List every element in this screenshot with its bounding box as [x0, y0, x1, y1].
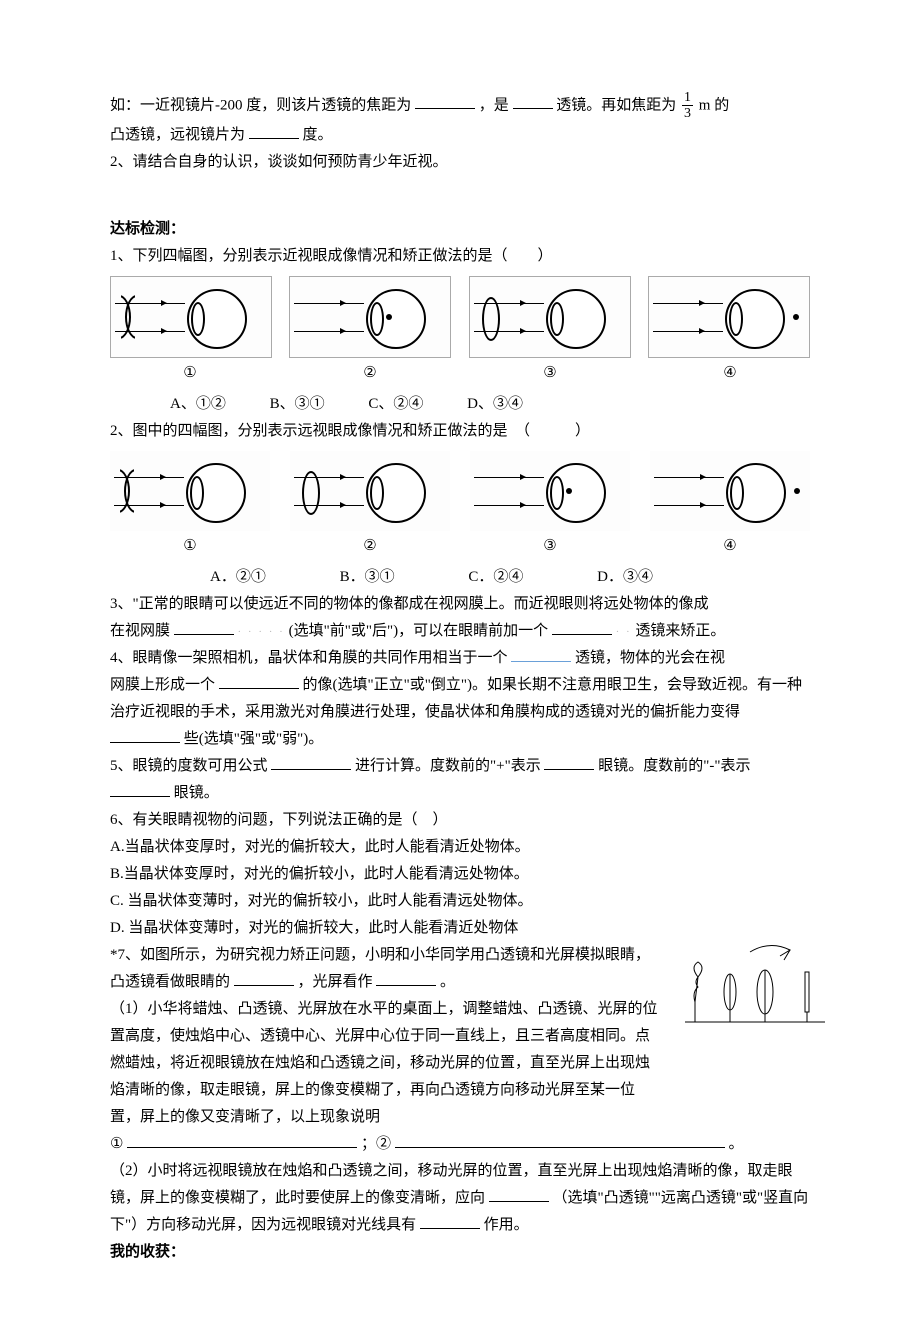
- label: ④: [650, 360, 810, 387]
- q6-choice-b[interactable]: B.当晶状体变厚时，对光的偏折较小，此时人能看清远处物体。: [110, 861, 810, 888]
- fill-blank[interactable]: [420, 1213, 480, 1229]
- q7-part2: （2）小时将远视眼镜放在烛焰和凸透镜之间，移动光屏的位置，直至光屏上出现烛焰清晰…: [110, 1158, 810, 1239]
- fill-blank[interactable]: [552, 619, 612, 635]
- fill-blank[interactable]: [234, 970, 294, 986]
- fill-blank[interactable]: [174, 619, 234, 635]
- q7: *7、如图所示，为研究视力矫正问题，小明和小华同学用凸透镜和光屏模拟眼睛，凸透镜…: [110, 942, 810, 1239]
- footer-heading: 我的收获：: [110, 1239, 810, 1266]
- choice-c[interactable]: C、②④: [368, 391, 423, 418]
- text: 些(选填"强"或"弱")。: [184, 731, 323, 747]
- text: 4、眼睛像一架照相机，晶状体和角膜的共同作用相当于一个: [110, 650, 508, 666]
- fill-blank[interactable]: [513, 93, 553, 109]
- text: 透镜。再如焦距为: [556, 97, 676, 113]
- label: ②: [290, 533, 450, 560]
- watermark-dots: · · · · ·: [238, 626, 285, 638]
- q2-diagrams: [110, 451, 810, 531]
- eye-diagram-focus-front: [289, 276, 451, 358]
- watermark-dots: · ·: [616, 626, 632, 638]
- text: ，光屏看作: [298, 974, 373, 990]
- fill-blank[interactable]: [511, 646, 571, 662]
- fill-blank[interactable]: [110, 727, 180, 743]
- q3: 3、"正常的眼睛可以使远近不同的物体的像都成在视网膜上。而近视眼则将远处物体的像…: [110, 591, 810, 645]
- label: ②: [290, 360, 450, 387]
- intro-paragraph: 如：一近视镜片-200 度，则该片透镜的焦距为 ，是 透镜。再如焦距为 1 3 …: [110, 90, 810, 149]
- eye-diagram-concave: [110, 451, 270, 531]
- label: ④: [650, 533, 810, 560]
- text: m 的: [699, 97, 729, 113]
- choice-a[interactable]: A．②①: [210, 564, 266, 591]
- eye-diagram-focus-front: [470, 451, 630, 531]
- q4: 4、眼睛像一架照相机，晶状体和角膜的共同作用相当于一个 透镜，物体的光会在视 网…: [110, 645, 810, 753]
- choice-a[interactable]: A、①②: [170, 391, 226, 418]
- choice-d[interactable]: D．③④: [597, 564, 653, 591]
- eye-diagram-convex: [290, 451, 450, 531]
- text: 凸透镜，远视镜片为: [110, 127, 245, 143]
- q1-diagram-labels: ① ② ③ ④: [110, 360, 810, 387]
- text: 作用。: [484, 1217, 529, 1233]
- label: ①: [110, 360, 270, 387]
- q1-diagrams: [110, 276, 810, 358]
- text: 度。: [303, 127, 333, 143]
- document-page: 如：一近视镜片-200 度，则该片透镜的焦距为 ，是 透镜。再如焦距为 1 3 …: [0, 0, 920, 1326]
- text: 网膜上形成一个: [110, 677, 215, 693]
- text: 眼镜。: [174, 785, 219, 801]
- choice-d[interactable]: D、③④: [467, 391, 523, 418]
- label: ③: [470, 360, 630, 387]
- text: 眼镜。度数前的"-"表示: [598, 758, 750, 774]
- q2-choices: A．②① B．③① C．②④ D．③④: [110, 564, 810, 591]
- text: 透镜来矫正。: [635, 623, 725, 639]
- q6-choice-d[interactable]: D. 当晶状体变薄时，对光的偏折较大，此时人能看清近处物体: [110, 915, 810, 942]
- fill-blank[interactable]: [376, 970, 436, 986]
- section-heading: 达标检测：: [110, 216, 810, 243]
- fill-blank[interactable]: [415, 93, 475, 109]
- fill-blank[interactable]: [489, 1186, 549, 1202]
- q6-stem: 6、有关眼睛视物的问题，下列说法正确的是（ ）: [110, 807, 810, 834]
- q7-part1-blanks: ① ；② 。: [110, 1131, 810, 1158]
- q7-figure: [680, 942, 830, 1042]
- text: 5、眼镜的度数可用公式: [110, 758, 268, 774]
- text: 在视网膜: [110, 623, 170, 639]
- label: ③: [470, 533, 630, 560]
- choice-b[interactable]: B．③①: [340, 564, 395, 591]
- fill-blank[interactable]: [395, 1132, 725, 1148]
- q1-choices: A、①② B、③① C、②④ D、③④: [110, 391, 810, 418]
- text: ；②: [361, 1136, 391, 1152]
- fill-blank[interactable]: [219, 673, 299, 689]
- fraction-one-third: 1 3: [682, 90, 693, 122]
- q5: 5、眼镜的度数可用公式 进行计算。度数前的"+"表示 眼镜。度数前的"-"表示 …: [110, 753, 810, 807]
- fill-blank[interactable]: [544, 754, 594, 770]
- text: 透镜，物体的光会在视: [575, 650, 725, 666]
- choice-b[interactable]: B、③①: [270, 391, 325, 418]
- text: (选填"前"或"后")，可以在眼睛前加一个: [289, 623, 548, 639]
- q2-diagram-labels: ① ② ③ ④: [110, 533, 810, 560]
- eye-diagram-concave: [110, 276, 272, 358]
- text: 。: [440, 974, 455, 990]
- fill-blank[interactable]: [271, 754, 351, 770]
- eye-diagram-focus-behind: [650, 451, 810, 531]
- fill-blank[interactable]: [249, 123, 299, 139]
- text: 进行计算。度数前的"+"表示: [355, 758, 541, 774]
- q6-choice-a[interactable]: A.当晶状体变厚时，对光的偏折较大，此时人能看清近处物体。: [110, 834, 810, 861]
- label: ①: [110, 533, 270, 560]
- text: ，是: [479, 97, 509, 113]
- fill-blank[interactable]: [110, 781, 170, 797]
- text: 。: [728, 1136, 743, 1152]
- eye-diagram-convex: [469, 276, 631, 358]
- fill-blank[interactable]: [127, 1132, 357, 1148]
- q2-stem: 2、图中的四幅图，分别表示远视眼成像情况和矫正做法的是 （ ）: [110, 418, 810, 445]
- text: 3、"正常的眼睛可以使远近不同的物体的像都成在视网膜上。而近视眼则将远处物体的像…: [110, 596, 709, 612]
- q1-stem: 1、下列四幅图，分别表示近视眼成像情况和矫正做法的是（ ）: [110, 243, 810, 270]
- intro-q2: 2、请结合自身的认识，谈谈如何预防青少年近视。: [110, 149, 810, 176]
- text: 如：一近视镜片-200 度，则该片透镜的焦距为: [110, 97, 411, 113]
- text: ①: [110, 1136, 123, 1152]
- eye-diagram-focus-behind: [648, 276, 810, 358]
- q6-choice-c[interactable]: C. 当晶状体变薄时，对光的偏折较小，此时人能看清远处物体。: [110, 888, 810, 915]
- choice-c[interactable]: C．②④: [468, 564, 523, 591]
